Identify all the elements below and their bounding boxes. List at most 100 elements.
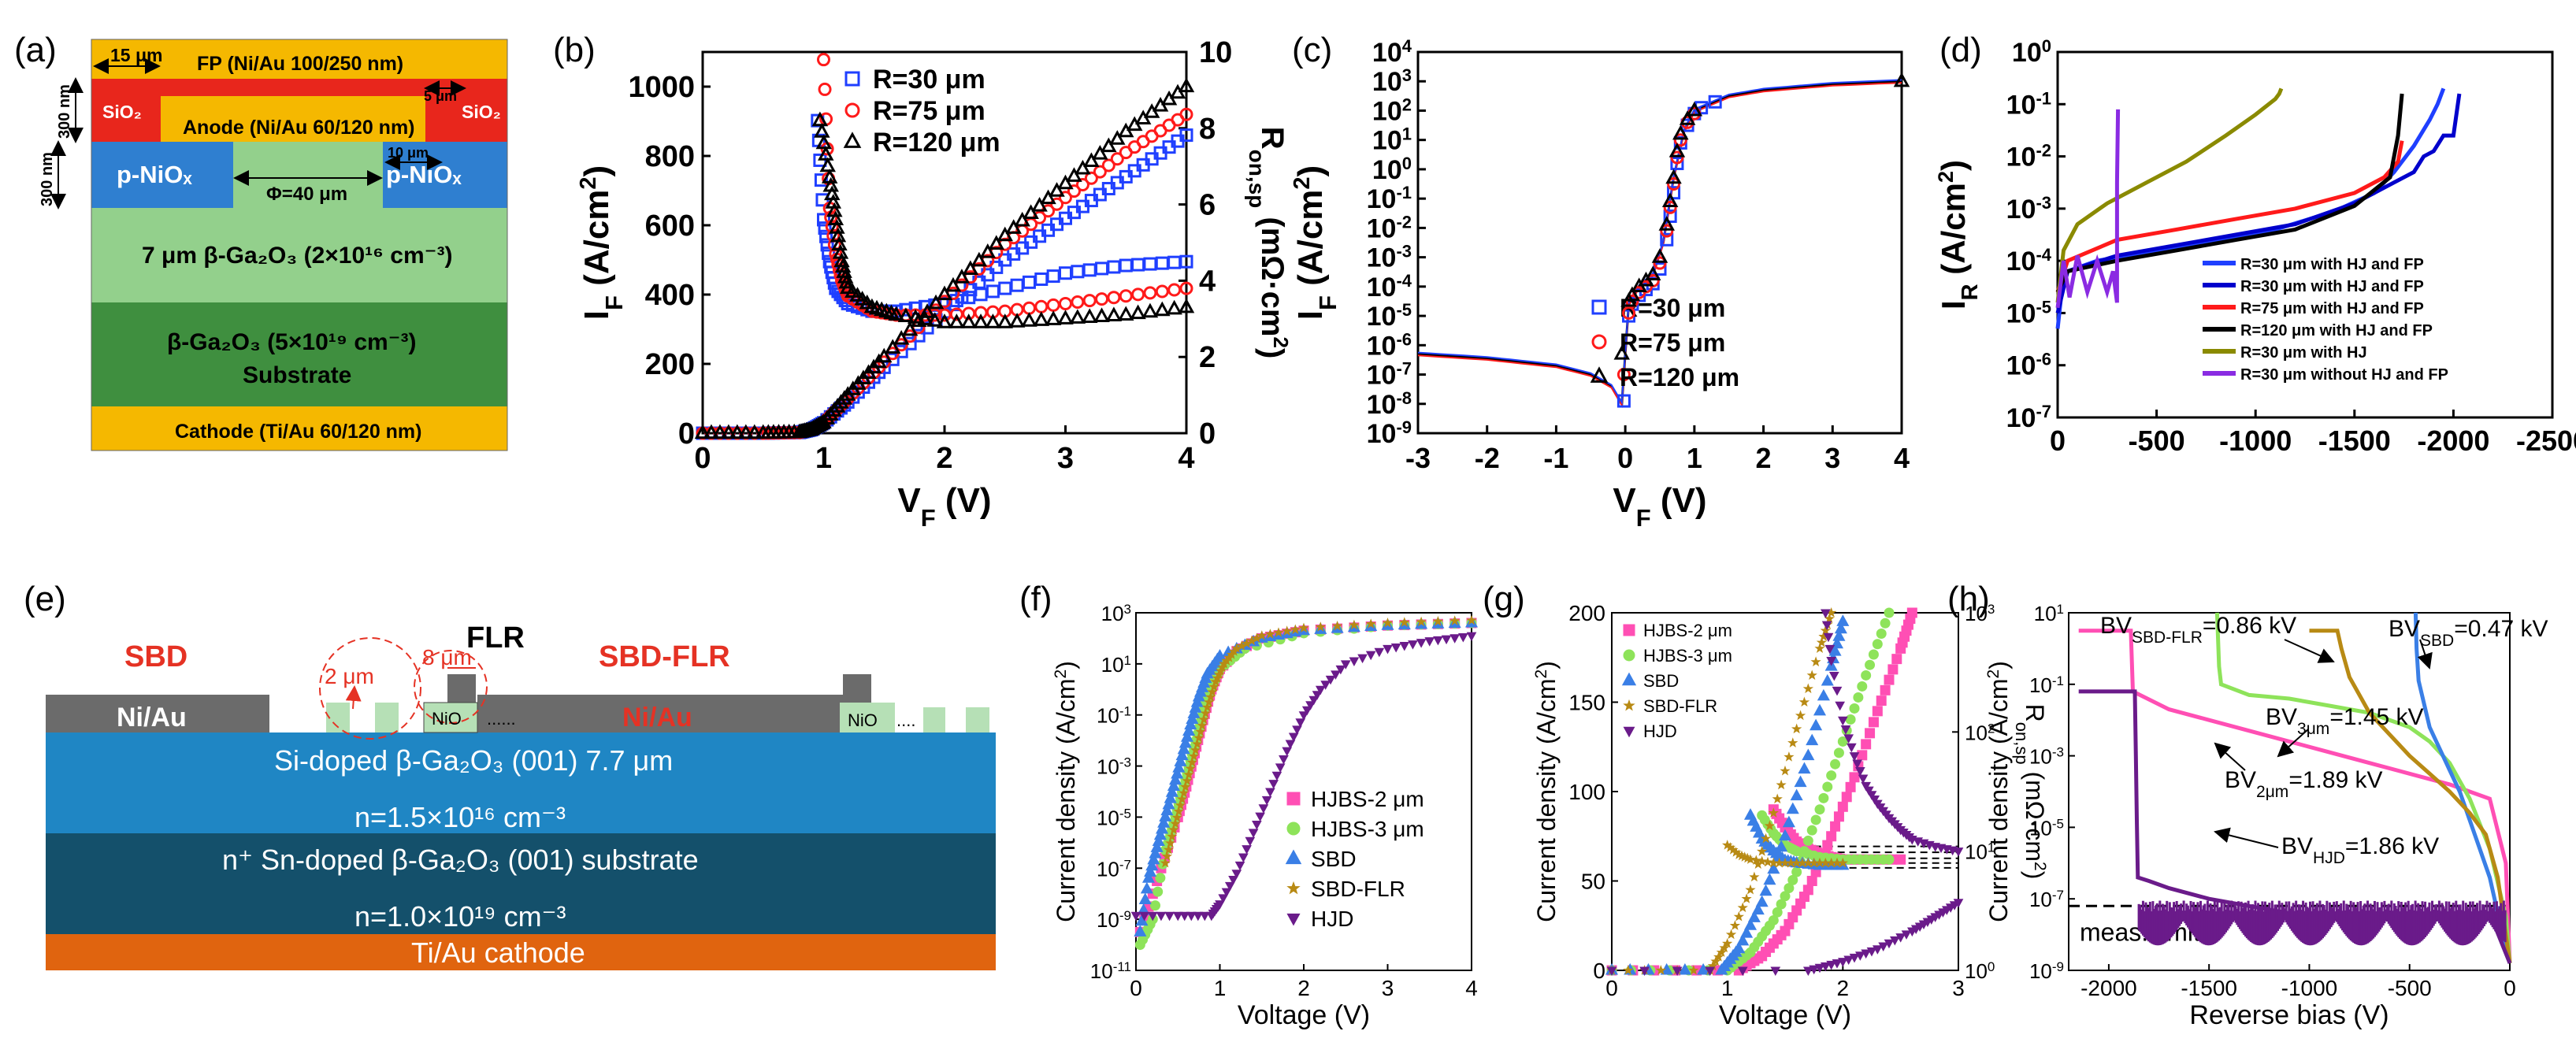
thickness-300nm-top: 300 nm [56,84,73,139]
iv-point [1834,621,1847,634]
bv-annotation: BV2μm=1.89 kV [2225,767,2383,801]
panel-letter-f: (f) [1019,580,1052,618]
iv-point [1023,204,1039,220]
iv-point [1826,831,1837,842]
legend-label: R=120 μm [1620,363,1739,391]
iv-point [1832,629,1846,641]
drift-doping-e: n=1.5×10¹⁶ cm⁻³ [354,801,566,833]
nio-box-2 [840,703,895,732]
data-point [1138,892,1152,904]
iv-point [1772,907,1783,918]
edge-metal-pad [843,674,871,703]
iv-point [1816,636,1828,647]
bv-annotation: BVHJD=1.86 kV [2281,833,2439,867]
ron-point [960,313,977,328]
x-axis-label: VF (V) [897,481,991,532]
data-point [1624,286,1641,302]
iv-point [1791,723,1802,734]
iv-point [1861,739,1872,750]
data-point [1335,665,1346,675]
ron-point [926,312,943,327]
x-tick-label: -1 [1543,442,1568,474]
data-point [1365,651,1376,661]
data-point [1163,844,1175,855]
iv-point [1857,750,1868,761]
ron-point [833,252,850,268]
iv-point [1655,965,1667,975]
iv-point [885,352,900,366]
cathode-label-e: Ti/Au cathode [411,936,585,969]
iv-point [1049,182,1065,197]
ron-point [1119,289,1133,303]
bv-annotation: BV3μm=1.45 kV [2266,704,2424,738]
y-tick-label: 10-11 [1090,959,1131,984]
data-point [1205,691,1216,702]
iv-point [1075,177,1089,191]
data-point [1140,881,1153,894]
y2-axis-label: Ron,sp (mΩ·cm2) [1245,127,1294,359]
data-point [1248,829,1259,838]
ron-point [1095,261,1109,276]
iv-point [1787,874,1798,885]
data-point [1221,888,1232,898]
iv-point [1756,846,1768,856]
sbd-flr-label: SBD-FLR [599,640,730,673]
y-tick-label: 101 [2034,602,2064,626]
x-tick-label: 1 [1214,976,1227,1000]
y-tick-label: 1000 [628,71,695,104]
data-point [1165,785,1179,797]
y-tick-label: 103 [1372,65,1412,98]
anode-layer [161,96,425,142]
sbd-label: SBD [124,640,187,673]
iv-point [1778,829,1792,841]
ron-point [1130,304,1146,320]
chart-g: 0 1 2 3 0 50 100 150 200 100 101 102 103 Voltage (V) C… [1532,601,2050,1030]
data-point [1170,818,1181,829]
data-point [1653,256,1667,270]
iv-point [1749,871,1760,882]
y2-axis-label: Ron,sp (mΩ·cm2) [2013,704,2050,880]
data-point [1312,691,1323,700]
iv-point [1821,673,1834,686]
iv-point [1876,628,1887,639]
ron-point [1082,294,1097,308]
iv-point [936,285,953,301]
data-point [1173,806,1184,816]
iv-point [1853,692,1864,703]
y-tick-label: 10-4 [1367,270,1412,302]
data-point [1185,762,1196,773]
x-tick-label: 1 [815,442,832,475]
iv-point [720,424,737,439]
y-tick-label: 10-9 [1367,417,1412,450]
data-point [1315,621,1326,632]
iv-point [884,339,901,354]
legend-label: HJBS-3 μm [1311,817,1424,841]
iv-point [746,424,763,439]
iv-point [962,260,979,276]
ron-point [818,82,832,96]
ron-point [1178,298,1195,313]
data-point [1193,732,1204,743]
y-axis-label: Current density (A/cm2) [1532,661,1561,922]
y2-tick-label: 102 [1965,721,1995,745]
data-point [1279,755,1289,765]
data-point [1152,834,1165,847]
iv-point [1806,876,1817,886]
fp-label: FP (Ni/Au 100/250 nm) [197,53,403,75]
substrate-doping-e: n=1.0×10¹⁹ cm⁻³ [354,900,566,933]
legend-marker [1590,366,1609,383]
x-tick-label: 2 [1756,442,1772,474]
data-point [1616,368,1631,382]
iv-point [1849,953,1860,963]
iv-point [1075,159,1091,175]
bv-annotation: BVSBD=0.47 kV [2389,616,2548,650]
ron-point [1119,258,1133,273]
niau-left-label: Ni/Au [117,703,187,732]
data-point [1365,618,1376,629]
x-tick-label: -2500 [2516,425,2576,457]
iv-point [737,424,755,439]
y-tick-label: 10-1 [1097,703,1131,728]
data-point [1292,725,1302,735]
data-point [1174,755,1187,766]
